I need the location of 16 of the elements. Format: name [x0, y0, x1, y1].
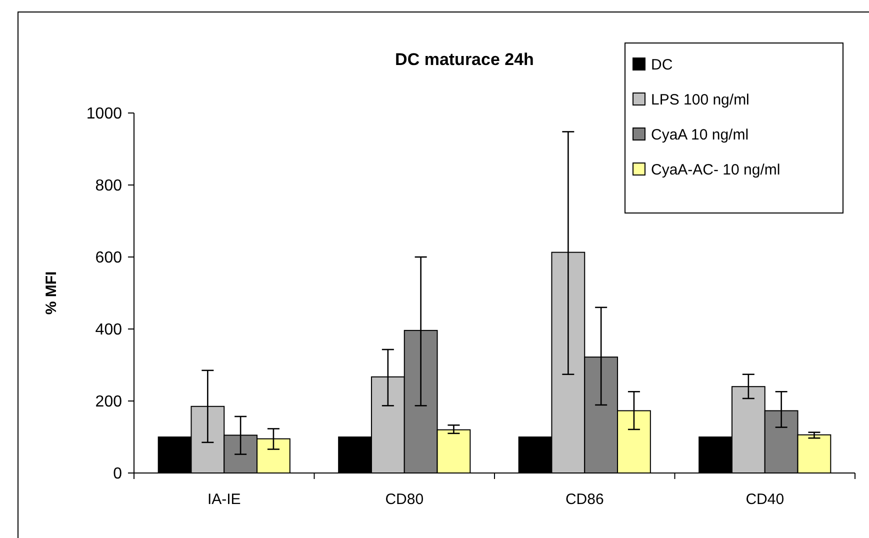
y-axis-title: % MFI: [43, 271, 60, 315]
y-tick-label: 400: [95, 322, 122, 339]
y-tick-label: 600: [95, 250, 122, 267]
chart-title: DC maturace 24h: [395, 50, 534, 69]
x-tick-label: CD80: [385, 491, 424, 508]
y-tick-label: 800: [95, 178, 122, 195]
legend-label: DC: [651, 56, 673, 74]
y-tick-label: 1000: [86, 106, 122, 123]
legend-label: CyaA 10 ng/ml: [651, 126, 749, 144]
legend-label: CyaA-AC- 10 ng/ml: [651, 161, 780, 178]
x-tick-label: IA-IE: [207, 491, 241, 508]
y-tick-label: 0: [113, 466, 122, 483]
y-tick-label: 200: [95, 394, 122, 411]
x-tick-label: CD40: [746, 491, 784, 508]
x-tick-label: CD86: [565, 491, 604, 508]
legend-label: LPS 100 ng/ml: [651, 91, 750, 108]
